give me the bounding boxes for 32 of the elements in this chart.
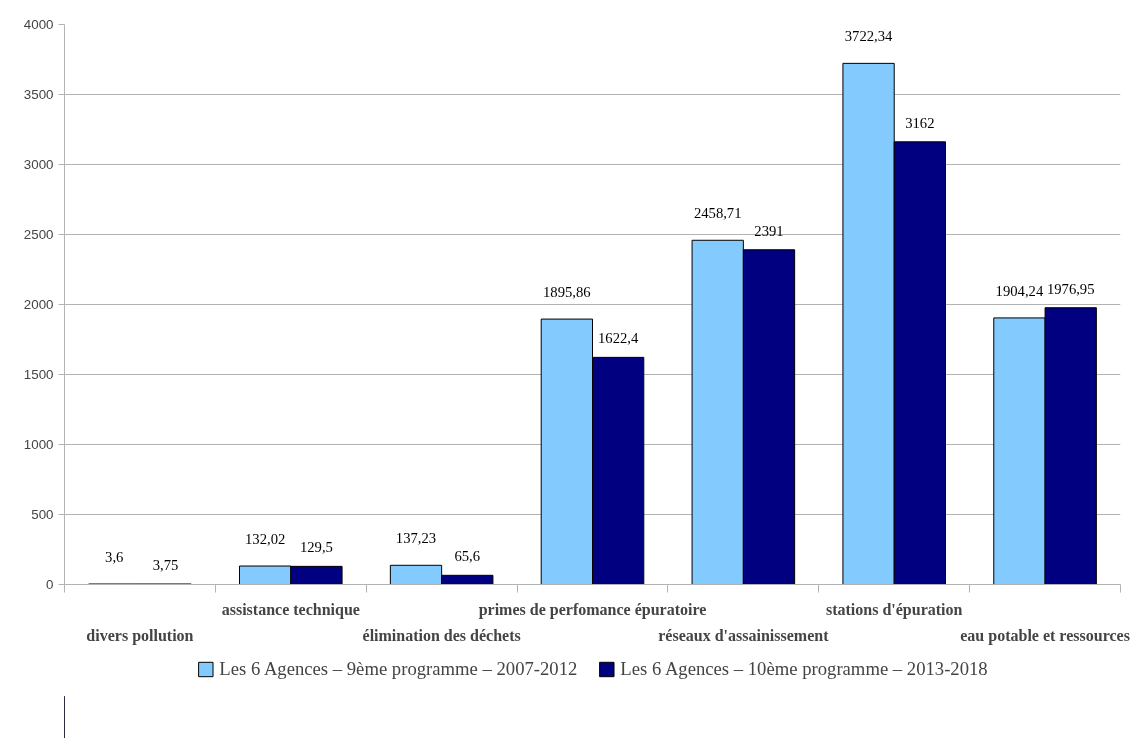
data-label: 129,5 xyxy=(299,539,333,556)
data-label: 132,02 xyxy=(244,531,286,548)
x-tick-label: eau potable et ressources xyxy=(960,626,1130,645)
data-label: 2458,71 xyxy=(693,205,742,222)
y-tick-label: 1000 xyxy=(23,437,54,452)
y-tick-label: 0 xyxy=(46,577,54,592)
data-label: 1895,86 xyxy=(543,284,591,301)
y-tick-label: 3500 xyxy=(23,87,54,102)
y-tick-label: 2000 xyxy=(23,297,54,312)
x-tick-label: élimination des déchets xyxy=(362,626,521,644)
x-tick-label: primes de perfomance épuratoire xyxy=(478,600,707,619)
legend-label: Les 6 Agences – 9ème programme – 2007-2012 xyxy=(219,658,578,680)
data-label: 137,23 xyxy=(395,530,437,547)
data-label: 2391 xyxy=(754,222,784,239)
y-tick-label: 1500 xyxy=(23,367,54,382)
y-tick-label: 2500 xyxy=(23,227,54,242)
data-label: 65,6 xyxy=(454,548,481,565)
data-label: 3162 xyxy=(905,114,935,131)
data-label: 3,75 xyxy=(152,556,179,573)
y-tick-label: 500 xyxy=(31,507,54,522)
y-tick-label: 3000 xyxy=(23,157,54,172)
legend-label: Les 6 Agences – 10ème programme – 2013-2018 xyxy=(620,658,988,680)
data-label: 3,6 xyxy=(105,549,124,565)
x-tick-label: divers pollution xyxy=(86,626,194,645)
y-tick-label: 4000 xyxy=(23,17,54,32)
data-label: 1622,4 xyxy=(597,330,639,347)
x-tick-label: réseaux d'assainissement xyxy=(658,626,830,644)
data-label: 1976,95 xyxy=(1046,280,1095,297)
data-label: 3722,34 xyxy=(844,28,894,45)
data-label: 1904,24 xyxy=(995,282,1044,299)
x-tick-label: assistance technique xyxy=(221,600,360,619)
x-tick-label: stations d'épuration xyxy=(825,600,963,619)
